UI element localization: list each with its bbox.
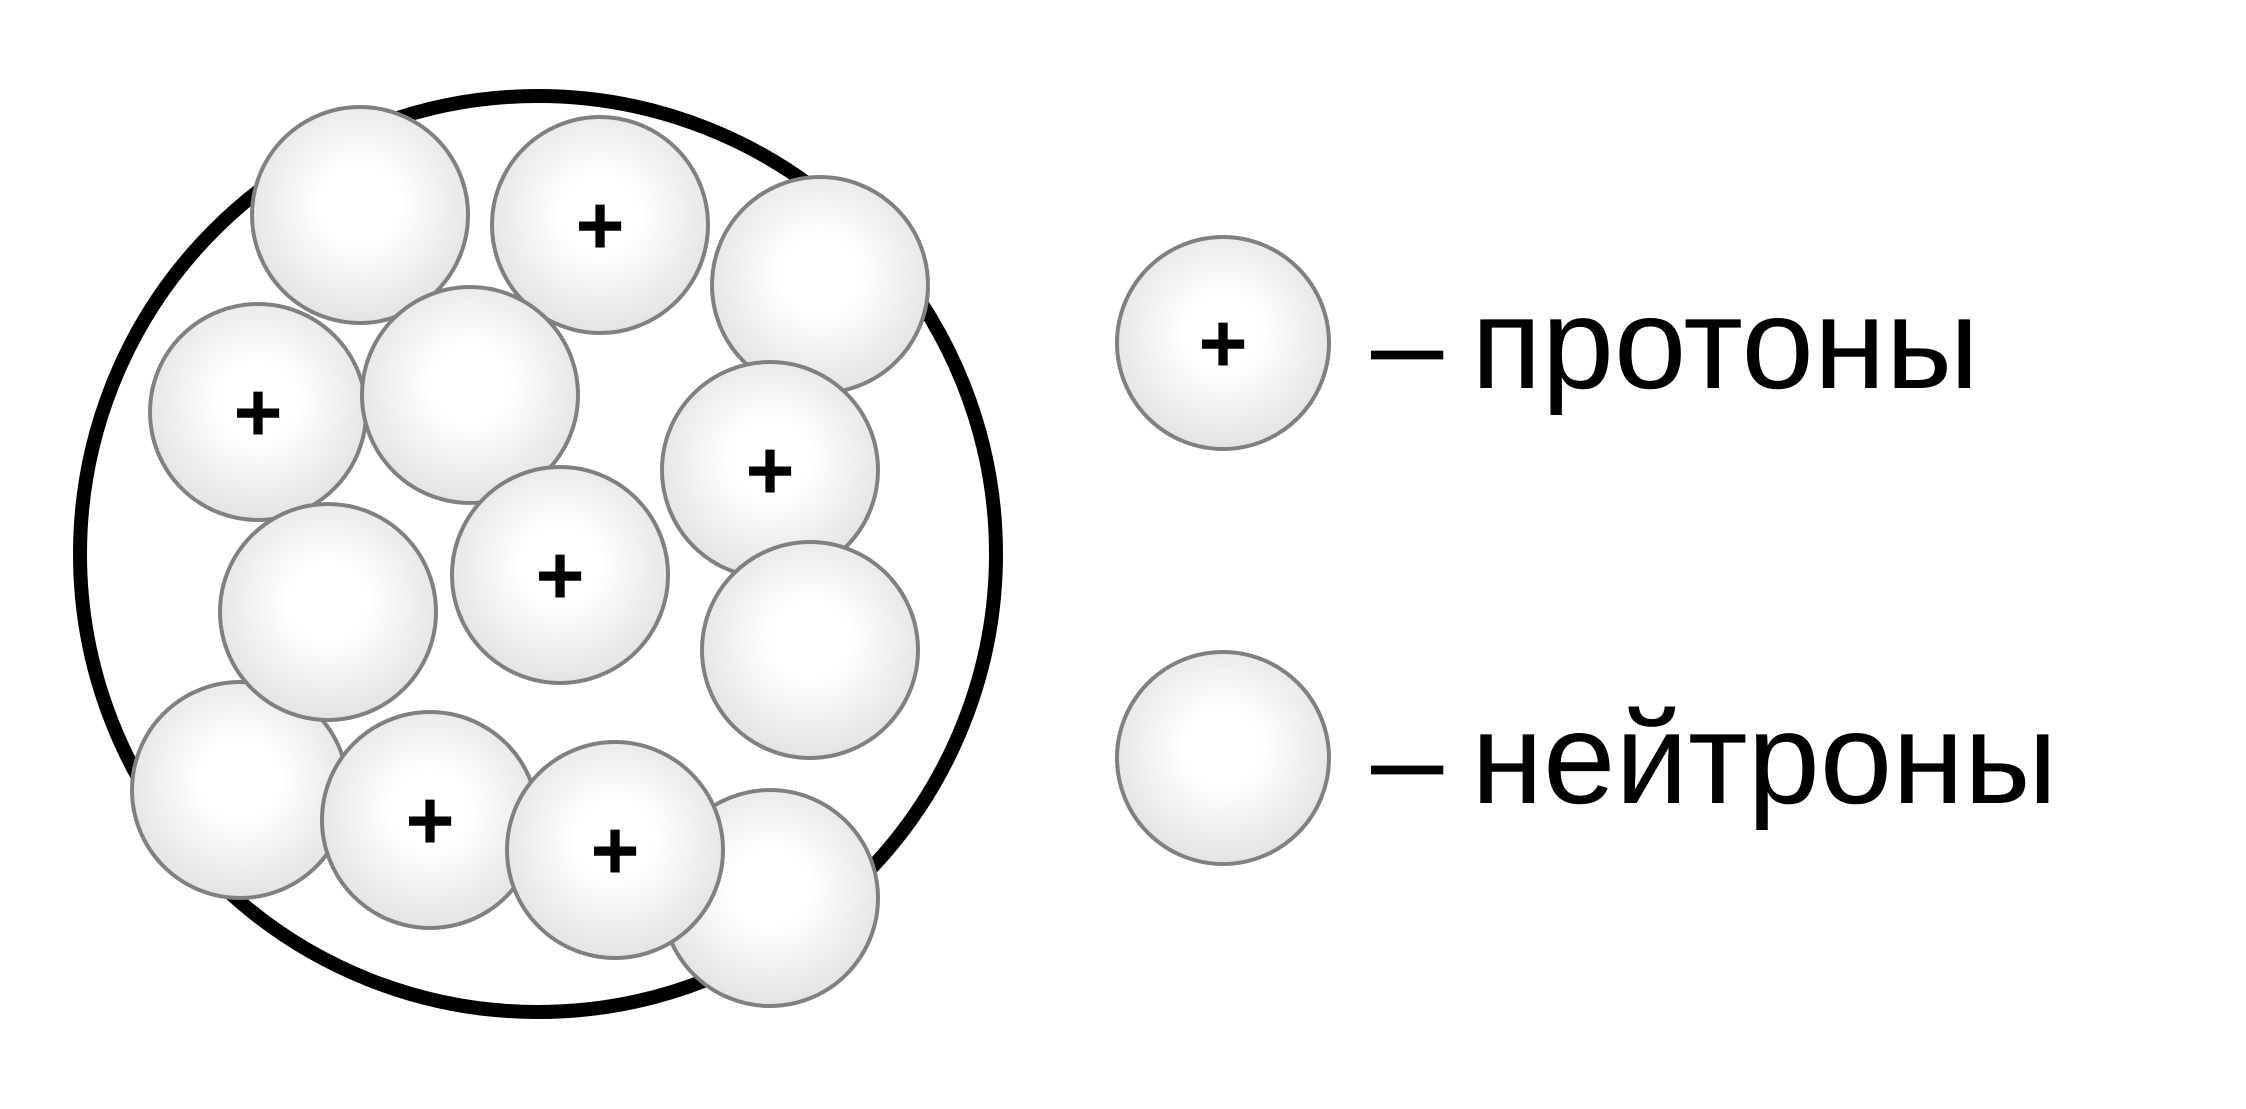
legend-row-proton: + – протоны — [1115, 235, 1979, 451]
proton-particle: + — [450, 465, 670, 685]
plus-icon: + — [535, 533, 584, 617]
nucleus-diagram: + + + + + + + – протоны – нейтроны — [0, 0, 2246, 1109]
neutron-particle — [700, 540, 920, 760]
neutron-particle — [218, 502, 438, 722]
legend-proton-icon: + — [1115, 235, 1331, 451]
neutron-particle — [710, 175, 930, 395]
legend-dash: – — [1371, 683, 1443, 833]
plus-icon: + — [745, 428, 794, 512]
proton-particle: + — [148, 302, 368, 522]
proton-particle: + — [505, 740, 725, 960]
plus-icon: + — [575, 183, 624, 267]
legend-dash: – — [1371, 268, 1443, 418]
legend-neutron-icon — [1115, 650, 1331, 866]
proton-particle: + — [320, 710, 540, 930]
legend-label-neutron: нейтроны — [1471, 683, 2057, 833]
plus-icon: + — [405, 778, 454, 862]
legend-row-neutron: – нейтроны — [1115, 650, 2057, 866]
legend-label-proton: протоны — [1471, 268, 1979, 418]
plus-icon: + — [1198, 301, 1247, 385]
plus-icon: + — [590, 808, 639, 892]
plus-icon: + — [233, 370, 282, 454]
